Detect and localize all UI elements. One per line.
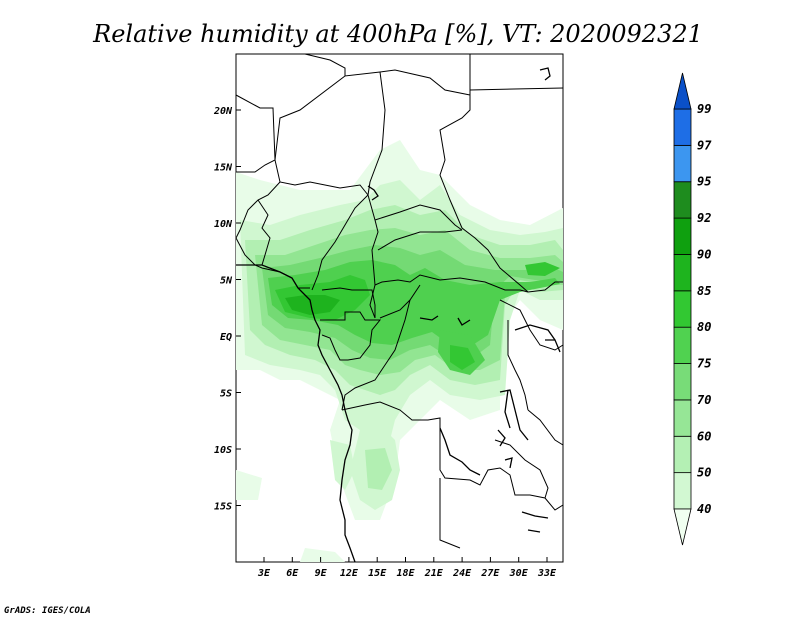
colorbar-label: 60 bbox=[697, 429, 711, 443]
lon-tick-label: 24E bbox=[452, 568, 472, 579]
colorbar-segment bbox=[673, 435, 692, 474]
colorbar-segment bbox=[673, 399, 692, 437]
lon-tick-label: 15E bbox=[368, 568, 387, 579]
lon-tick-label: 33E bbox=[537, 568, 557, 579]
colorbar-segment bbox=[673, 363, 692, 401]
colorbar-label: 70 bbox=[697, 393, 711, 407]
longitude-ticks: 3E 6E 9E 12E 15E 18E 21E 24E 27E 30E 33E bbox=[257, 557, 557, 579]
colorbar-label: 80 bbox=[697, 320, 711, 334]
colorbar-label: 99 bbox=[697, 102, 711, 116]
latitude-ticks: 20N 15N 10N 5N EQ 5S 10S 15S bbox=[213, 106, 241, 513]
colorbar-label: 95 bbox=[697, 175, 711, 189]
lat-tick-label: 15S bbox=[214, 502, 232, 513]
colorbar-label: 75 bbox=[697, 357, 711, 371]
lon-tick-label: 3E bbox=[257, 568, 271, 579]
colorbar-min-arrow bbox=[673, 508, 692, 546]
grads-credit: GrADS: IGES/COLA bbox=[4, 606, 91, 616]
country-borders bbox=[235, 53, 564, 549]
map-panel: 3E 6E 9E 12E 15E 18E 21E 24E 27E 30E 33E 20N 15N 10N… bbox=[213, 53, 564, 579]
colorbar-segment bbox=[673, 181, 692, 219]
lat-tick-label: 10S bbox=[214, 445, 232, 456]
chart-title: Relative humidity at 400hPa [%], VT: 202… bbox=[92, 20, 703, 48]
colorbar-segment bbox=[673, 290, 692, 328]
colorbar-label: 90 bbox=[697, 247, 711, 261]
colorbar-label: 85 bbox=[697, 284, 711, 298]
lon-tick-label: 12E bbox=[340, 568, 359, 579]
lat-tick-label: 5N bbox=[220, 276, 233, 287]
lat-tick-label: 20N bbox=[213, 106, 233, 117]
colorbar-segment bbox=[673, 144, 692, 183]
colorbar-segment bbox=[673, 108, 692, 146]
colorbar-segment bbox=[673, 472, 692, 510]
lat-tick-label: 15N bbox=[214, 163, 233, 174]
colorbar-segment bbox=[673, 217, 692, 255]
colorbar-label: 40 bbox=[697, 502, 711, 516]
colorbar-segment bbox=[673, 326, 692, 364]
lon-tick-label: 6E bbox=[286, 568, 299, 579]
lon-tick-label: 21E bbox=[424, 568, 444, 579]
colorbar-label: 50 bbox=[697, 466, 711, 480]
lon-tick-label: 18E bbox=[396, 568, 415, 579]
lon-tick-label: 9E bbox=[315, 568, 328, 579]
colorbar-segment bbox=[673, 254, 692, 292]
coastline bbox=[236, 67, 561, 563]
lat-tick-label: 10N bbox=[214, 219, 233, 230]
lat-tick-label: EQ bbox=[220, 332, 232, 343]
lon-tick-label: 30E bbox=[509, 568, 529, 579]
lon-tick-label: 27E bbox=[480, 568, 500, 579]
humidity-field bbox=[236, 140, 563, 562]
colorbar-label: 97 bbox=[697, 138, 712, 152]
colorbar-max-arrow bbox=[673, 72, 692, 110]
lat-tick-label: 5S bbox=[220, 389, 232, 400]
colorbar-label: 92 bbox=[697, 211, 711, 225]
colorbar: 40 50 60 70 75 80 85 90 92 95 97 99 bbox=[673, 72, 712, 546]
